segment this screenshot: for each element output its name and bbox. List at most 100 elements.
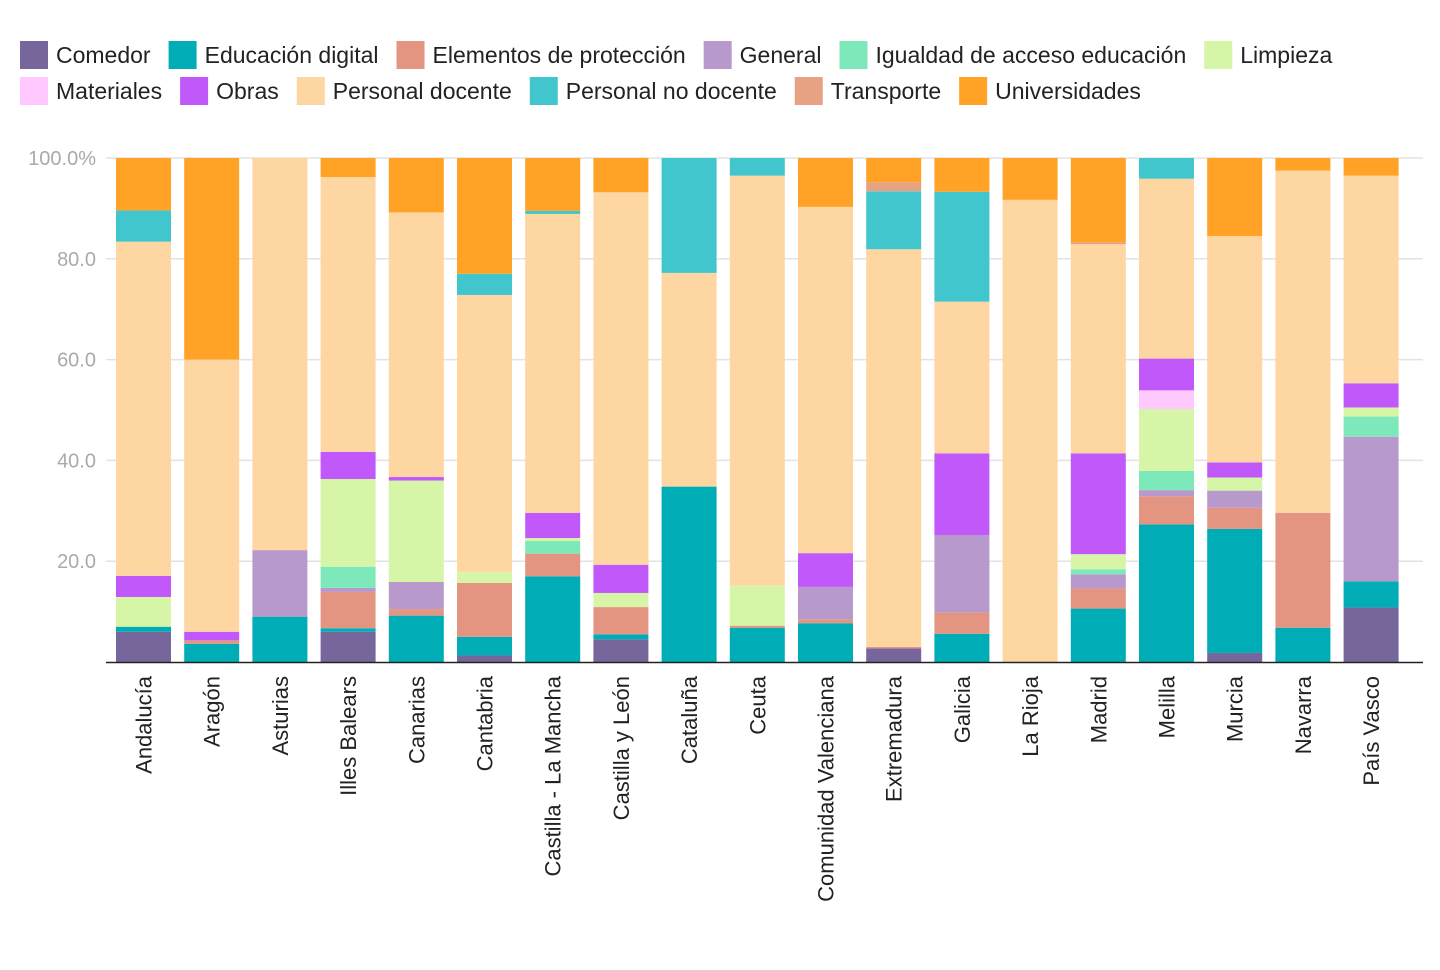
legend-item-materiales: Materiales (20, 77, 162, 105)
legend-swatch (20, 77, 48, 105)
bar-segment-educacion-digital (934, 633, 990, 662)
bar-stack-aragon (184, 158, 240, 662)
x-tick-label: Asturias (268, 676, 293, 755)
bar-segment-limpieza (457, 571, 512, 583)
bar-segment-personal-no-docente (934, 191, 990, 302)
legend: Comedor Educación digital Elementos de pro… (20, 41, 1333, 105)
bar-stack-cataluna (661, 158, 717, 662)
bar-segment-universidades (934, 158, 990, 192)
bar-segment-elementos-de-proteccion (1070, 588, 1126, 609)
x-axis-ticks: Andalucía Aragón Asturias Illes Balears Cana… (132, 675, 1385, 902)
bar-segment-elementos-de-proteccion (866, 646, 922, 649)
bar-segment-personal-docente (1275, 170, 1331, 513)
bar-segment-igualdad-de-acceso-educacion (1139, 470, 1194, 491)
bar-segment-igualdad-de-acceso-educacion (525, 541, 581, 554)
legend-item-personal-docente: Personal docente (296, 77, 512, 105)
bar-segment-elementos-de-proteccion (1139, 496, 1194, 525)
x-tick-label: Illes Balears (336, 676, 361, 796)
x-tick-label: Navarra (1291, 675, 1316, 754)
bar-segment-comedor (866, 648, 922, 662)
bar-segment-comedor (1343, 607, 1399, 662)
bar-segment-comedor (457, 655, 512, 662)
bar-segment-universidades (1343, 158, 1399, 176)
legend-item-personal-no-docente: Personal no docente (529, 77, 777, 105)
bars (116, 158, 1399, 662)
bar-segment-elementos-de-proteccion (934, 612, 990, 634)
bar-segment-educacion-digital (184, 643, 240, 662)
bar-segment-comedor (320, 631, 376, 662)
y-tick-label: 40.0 (57, 450, 96, 472)
x-tick-label: Aragón (200, 676, 225, 747)
bar-segment-obras (1207, 462, 1263, 478)
bar-segment-igualdad-de-acceso-educacion (1070, 569, 1126, 575)
legend-label: Personal no docente (566, 78, 777, 104)
bar-segment-elementos-de-proteccion (184, 640, 240, 644)
x-tick-label: Andalucía (132, 675, 157, 774)
bar-segment-elementos-de-proteccion (729, 625, 785, 628)
bar-stack-ceuta (729, 158, 785, 662)
legend-label: Elementos de protección (433, 42, 686, 68)
bar-segment-elementos-de-proteccion (798, 619, 853, 624)
bar-segment-universidades (388, 158, 444, 213)
bar-segment-educacion-digital (388, 615, 444, 662)
bar-segment-educacion-digital (457, 636, 512, 656)
bar-stack-la-rioja (1002, 158, 1058, 662)
bar-segment-educacion-digital (525, 576, 581, 662)
x-tick-label: Cataluña (677, 675, 702, 764)
bar-segment-personal-docente (457, 294, 512, 572)
legend-item-transporte: Transporte (794, 77, 941, 105)
bar-segment-limpieza (729, 585, 785, 626)
bar-stack-navarra (1275, 158, 1331, 662)
bar-segment-personal-docente (661, 272, 717, 487)
bar-segment-personal-docente (1207, 236, 1263, 463)
bar-segment-educacion-digital (116, 626, 171, 632)
bar-segment-obras (320, 451, 376, 480)
bar-segment-personal-docente (1139, 178, 1194, 359)
legend-swatch (794, 77, 823, 105)
bar-stack-illes-balears (320, 158, 376, 662)
legend-swatch (296, 77, 325, 105)
legend-item-elementos-de-proteccion: Elementos de protección (396, 41, 686, 69)
bar-segment-educacion-digital (252, 616, 308, 662)
bar-segment-universidades (525, 158, 581, 211)
bar-segment-limpieza (1070, 554, 1126, 570)
legend-swatch (168, 41, 197, 69)
bar-segment-general (320, 587, 376, 592)
bar-segment-personal-docente (388, 212, 444, 478)
bar-segment-obras (1139, 358, 1194, 391)
bar-segment-materiales (1139, 390, 1194, 409)
bar-segment-general (1070, 574, 1126, 589)
bar-segment-general (798, 586, 853, 620)
x-tick-label: Madrid (1086, 676, 1111, 743)
bar-segment-elementos-de-proteccion (1275, 512, 1331, 628)
x-tick-label: Galicia (950, 675, 975, 743)
bar-segment-elementos-de-proteccion (593, 607, 649, 635)
bar-segment-elementos-de-proteccion (388, 609, 444, 616)
bar-segment-personal-docente (1070, 244, 1126, 454)
bar-stack-castilla-la-mancha (525, 158, 581, 662)
legend-item-igualdad-de-acceso-educacion: Igualdad de acceso educación (839, 41, 1186, 69)
legend-swatch (396, 41, 425, 69)
legend-swatch (703, 41, 732, 69)
bar-segment-elementos-de-proteccion (1207, 507, 1263, 529)
bar-segment-personal-docente (1343, 175, 1399, 384)
bar-segment-personal-docente (184, 359, 240, 632)
bar-segment-universidades (320, 158, 376, 178)
legend-label: Transporte (831, 78, 941, 104)
legend-label: General (740, 42, 822, 68)
bar-segment-universidades (116, 158, 171, 211)
legend-item-limpieza: Limpieza (1204, 41, 1333, 69)
bar-segment-transporte (1070, 242, 1126, 245)
bar-segment-comedor (116, 631, 171, 662)
bar-segment-educacion-digital (661, 486, 717, 662)
legend-label: Educación digital (205, 42, 379, 68)
x-tick-label: Castilla y León (609, 676, 634, 820)
bar-segment-personal-docente (729, 175, 785, 586)
bar-segment-igualdad-de-acceso-educacion (1343, 416, 1399, 437)
legend-item-comedor: Comedor (20, 41, 151, 69)
bar-segment-educacion-digital (1343, 581, 1399, 608)
bar-segment-general (388, 581, 444, 610)
bar-segment-comedor (1207, 652, 1263, 662)
bar-segment-general (252, 550, 308, 617)
bar-segment-educacion-digital (1139, 524, 1194, 662)
